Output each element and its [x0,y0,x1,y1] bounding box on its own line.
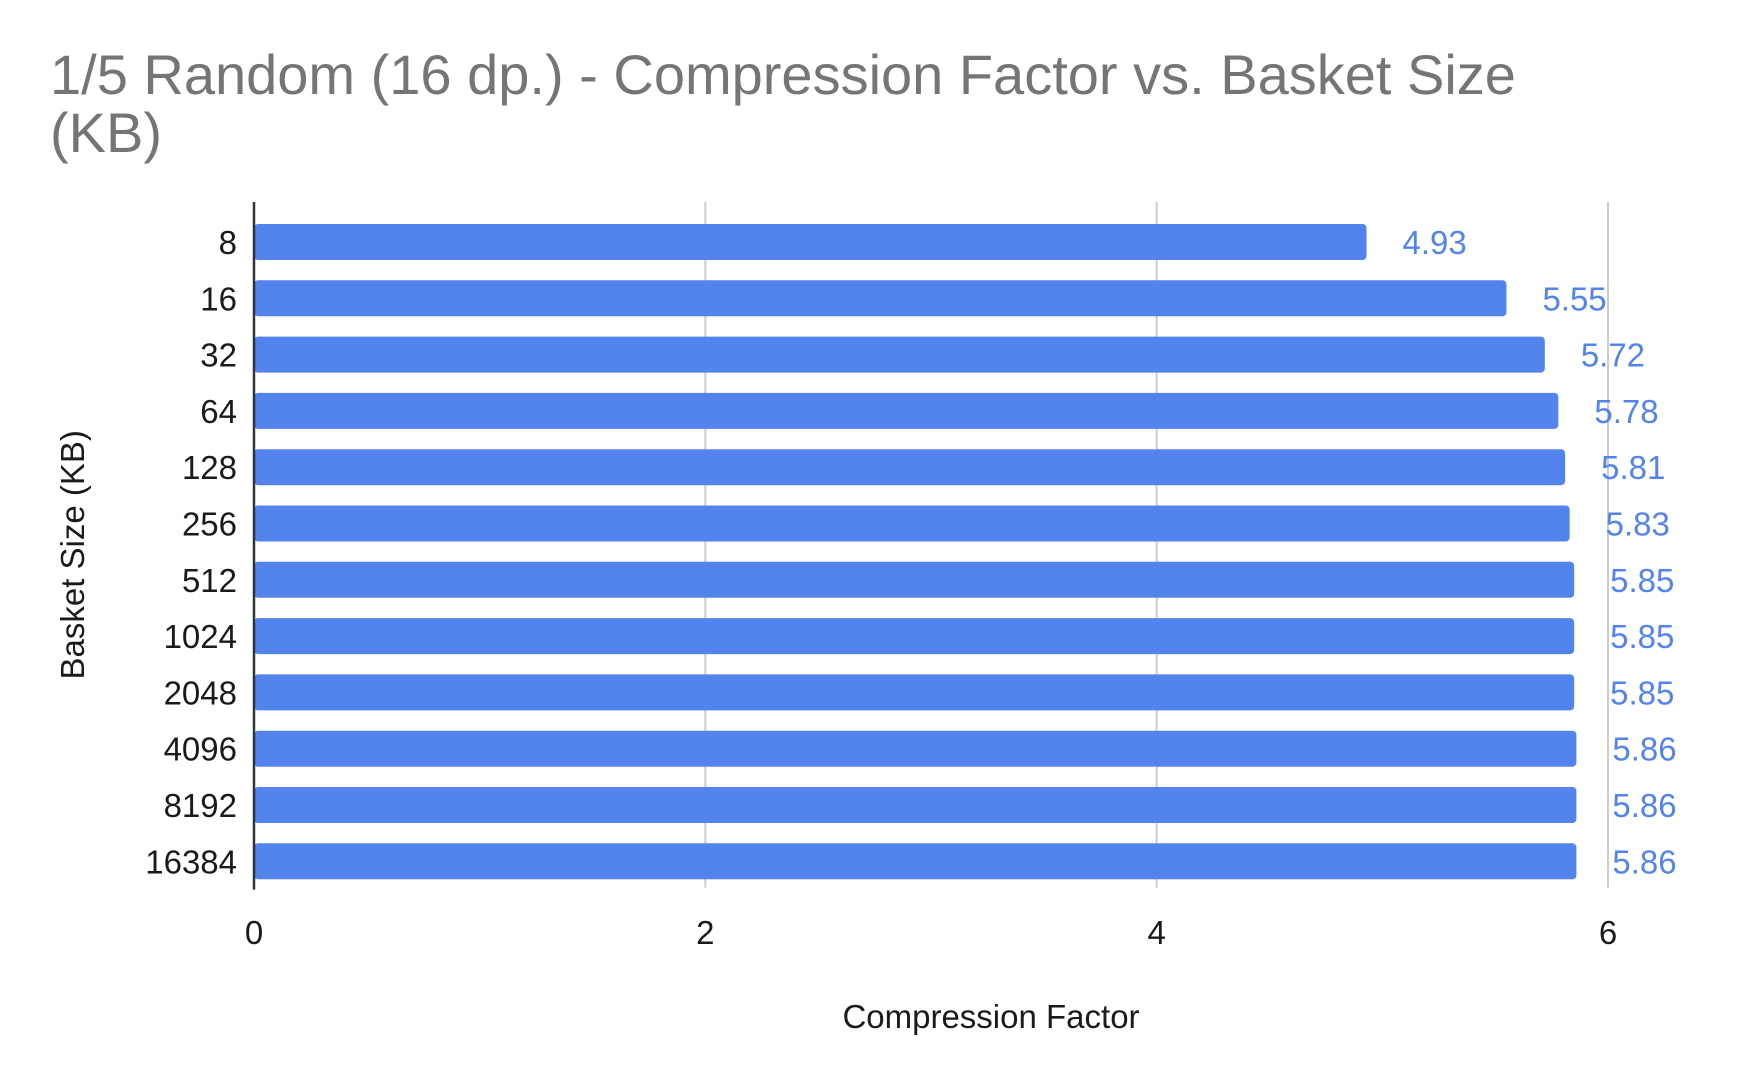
y-tick-label: 16 [200,280,237,317]
x-tick-label: 6 [1599,914,1617,951]
data-label: 5.86 [1612,731,1676,768]
y-tick-label: 8192 [164,787,237,824]
chart-title-line-2: (KB) [50,101,162,164]
x-tick-label: 2 [696,914,714,951]
y-tick-label: 4096 [164,731,237,768]
bar [254,392,1559,429]
x-axis-title: Compression Factor [842,998,1139,1035]
data-label: 5.85 [1610,618,1674,655]
y-tick-label: 512 [182,562,237,599]
y-axis-title: Basket Size (KB) [54,430,91,679]
bar [254,618,1575,655]
x-tick-label: 4 [1147,914,1165,951]
bar [254,843,1577,880]
data-label: 5.83 [1606,506,1670,543]
data-label: 4.93 [1403,224,1467,261]
data-label: 5.55 [1542,280,1606,317]
bar [254,449,1566,486]
bar [254,787,1577,823]
y-tick-label: 2048 [164,674,237,711]
data-label: 5.81 [1601,449,1665,486]
x-tick-labels: 0 2 4 6 [245,914,1617,951]
bar [254,561,1575,598]
chart-title: 1/5 Random (16 dp.) - Compression Factor… [50,43,1516,106]
y-tick-label: 256 [182,506,237,543]
bar [254,505,1570,542]
y-tick-label: 16384 [145,843,237,880]
y-tick-label: 1024 [164,618,237,655]
chart-title-group: 1/5 Random (16 dp.) - Compression Factor… [50,43,1516,164]
bar [254,224,1367,260]
data-label: 5.86 [1612,843,1676,880]
y-tick-label: 32 [200,337,237,374]
data-label: 5.85 [1610,674,1674,711]
bar [254,336,1545,373]
bars [254,224,1577,880]
data-label: 5.86 [1612,787,1676,824]
bar [254,730,1577,767]
data-label: 5.78 [1594,393,1658,430]
bar [254,674,1575,711]
y-tick-label: 128 [182,449,237,486]
y-tick-label: 64 [200,393,237,430]
data-label: 5.85 [1610,562,1674,599]
y-tick-labels: 8 16 32 64 128 256 512 1024 2048 4096 8192 16384 [145,224,237,880]
y-tick-label: 8 [219,224,237,261]
x-tick-label: 0 [245,914,263,951]
bar [254,280,1507,317]
data-labels: 4.93 5.55 5.72 5.78 5.81 5.83 5.85 5.85 5.85 5.86… [1403,224,1677,880]
data-label: 5.72 [1581,337,1645,374]
